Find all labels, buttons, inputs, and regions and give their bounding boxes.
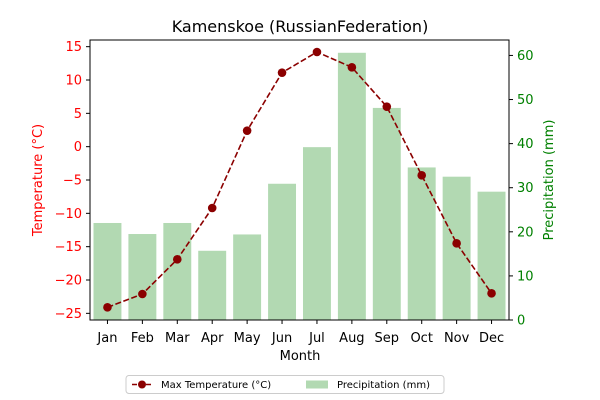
right-tick-label: 60 <box>517 49 534 64</box>
x-tick-label: Jul <box>308 331 325 346</box>
left-tick-label: 10 <box>65 74 82 89</box>
left-tick-label: −20 <box>55 274 82 289</box>
left-tick-label: −15 <box>55 240 82 255</box>
left-tick-label: −5 <box>63 174 82 189</box>
right-tick-label: 40 <box>517 137 534 152</box>
x-tick-label: Jan <box>96 331 117 346</box>
temperature-point-may <box>242 126 252 135</box>
right-axis-label: Precipitation (mm) <box>542 120 557 241</box>
precipitation-bar-may <box>233 234 262 320</box>
left-tick-label: −25 <box>55 307 82 322</box>
temperature-point-oct <box>417 171 427 180</box>
left-tick-label: 5 <box>74 107 82 122</box>
x-tick-label: Mar <box>165 331 190 346</box>
legend-frame <box>125 375 445 394</box>
right-tick-label: 0 <box>517 314 525 329</box>
x-tick-label: Jun <box>271 331 292 346</box>
temperature-point-jun <box>277 68 287 77</box>
right-tick-label: 30 <box>517 181 534 196</box>
left-tick-label: −10 <box>55 207 82 222</box>
x-tick-label: May <box>234 331 261 346</box>
precipitation-bar-feb <box>128 234 157 320</box>
precipitation-bars <box>93 52 506 320</box>
left-tick-label: 15 <box>65 40 82 55</box>
x-axis-label: Month <box>280 349 321 364</box>
temperature-point-feb <box>138 289 147 299</box>
temperature-point-mar <box>172 255 182 264</box>
right-y-axis: 0 10 20 30 40 50 60 <box>509 49 534 329</box>
x-tick-label: Dec <box>479 331 504 346</box>
temperature-point-dec <box>487 289 496 298</box>
chart-title: Kamenskoe (RussianFederation) <box>172 17 429 36</box>
legend-label-temperature: Max Temperature (°C) <box>161 380 271 391</box>
legend: Max Temperature (°C) Precipitation (mm) <box>125 375 445 394</box>
precipitation-bar-apr <box>198 250 227 320</box>
x-tick-label: Feb <box>131 331 154 346</box>
x-tick-label: Aug <box>339 331 364 346</box>
x-tick-label: Apr <box>201 331 224 346</box>
right-tick-label: 50 <box>517 93 534 108</box>
temperature-point-nov <box>452 239 461 248</box>
left-y-axis: −25 −20 −15 −10 −5 0 5 10 15 <box>55 40 90 322</box>
legend-label-precipitation: Precipitation (mm) <box>337 380 430 391</box>
x-tick-label: Nov <box>444 331 470 346</box>
precipitation-bar-jul <box>302 147 331 320</box>
precipitation-bar-nov <box>442 176 471 320</box>
precipitation-bar-dec <box>477 191 506 320</box>
temperature-point-apr <box>207 203 217 213</box>
temperature-line <box>103 47 496 312</box>
right-tick-label: 10 <box>517 269 534 284</box>
precipitation-bar-oct <box>407 167 436 320</box>
precipitation-bar-aug <box>337 52 366 320</box>
temperature-point-sep <box>382 102 392 111</box>
precipitation-bar-jun <box>268 183 297 320</box>
temperature-point-jul <box>312 47 322 57</box>
temperature-point-jan <box>103 303 112 312</box>
legend-bar-swatch <box>306 380 328 389</box>
precipitation-bar-mar <box>163 222 192 320</box>
x-tick-label: Oct <box>410 331 432 346</box>
temperature-line-path <box>107 51 493 309</box>
left-axis-label: Temperature (°C) <box>31 124 46 237</box>
x-tick-label: Sep <box>375 331 400 346</box>
right-tick-label: 20 <box>517 225 534 240</box>
x-axis: Jan Feb Mar Apr May Jun Jul Aug Sep Oct Nov Dec <box>96 320 504 346</box>
left-tick-label: 0 <box>74 140 82 155</box>
precipitation-bar-sep <box>372 107 401 320</box>
legend-line-marker <box>138 380 146 389</box>
temperature-point-aug <box>347 63 357 72</box>
